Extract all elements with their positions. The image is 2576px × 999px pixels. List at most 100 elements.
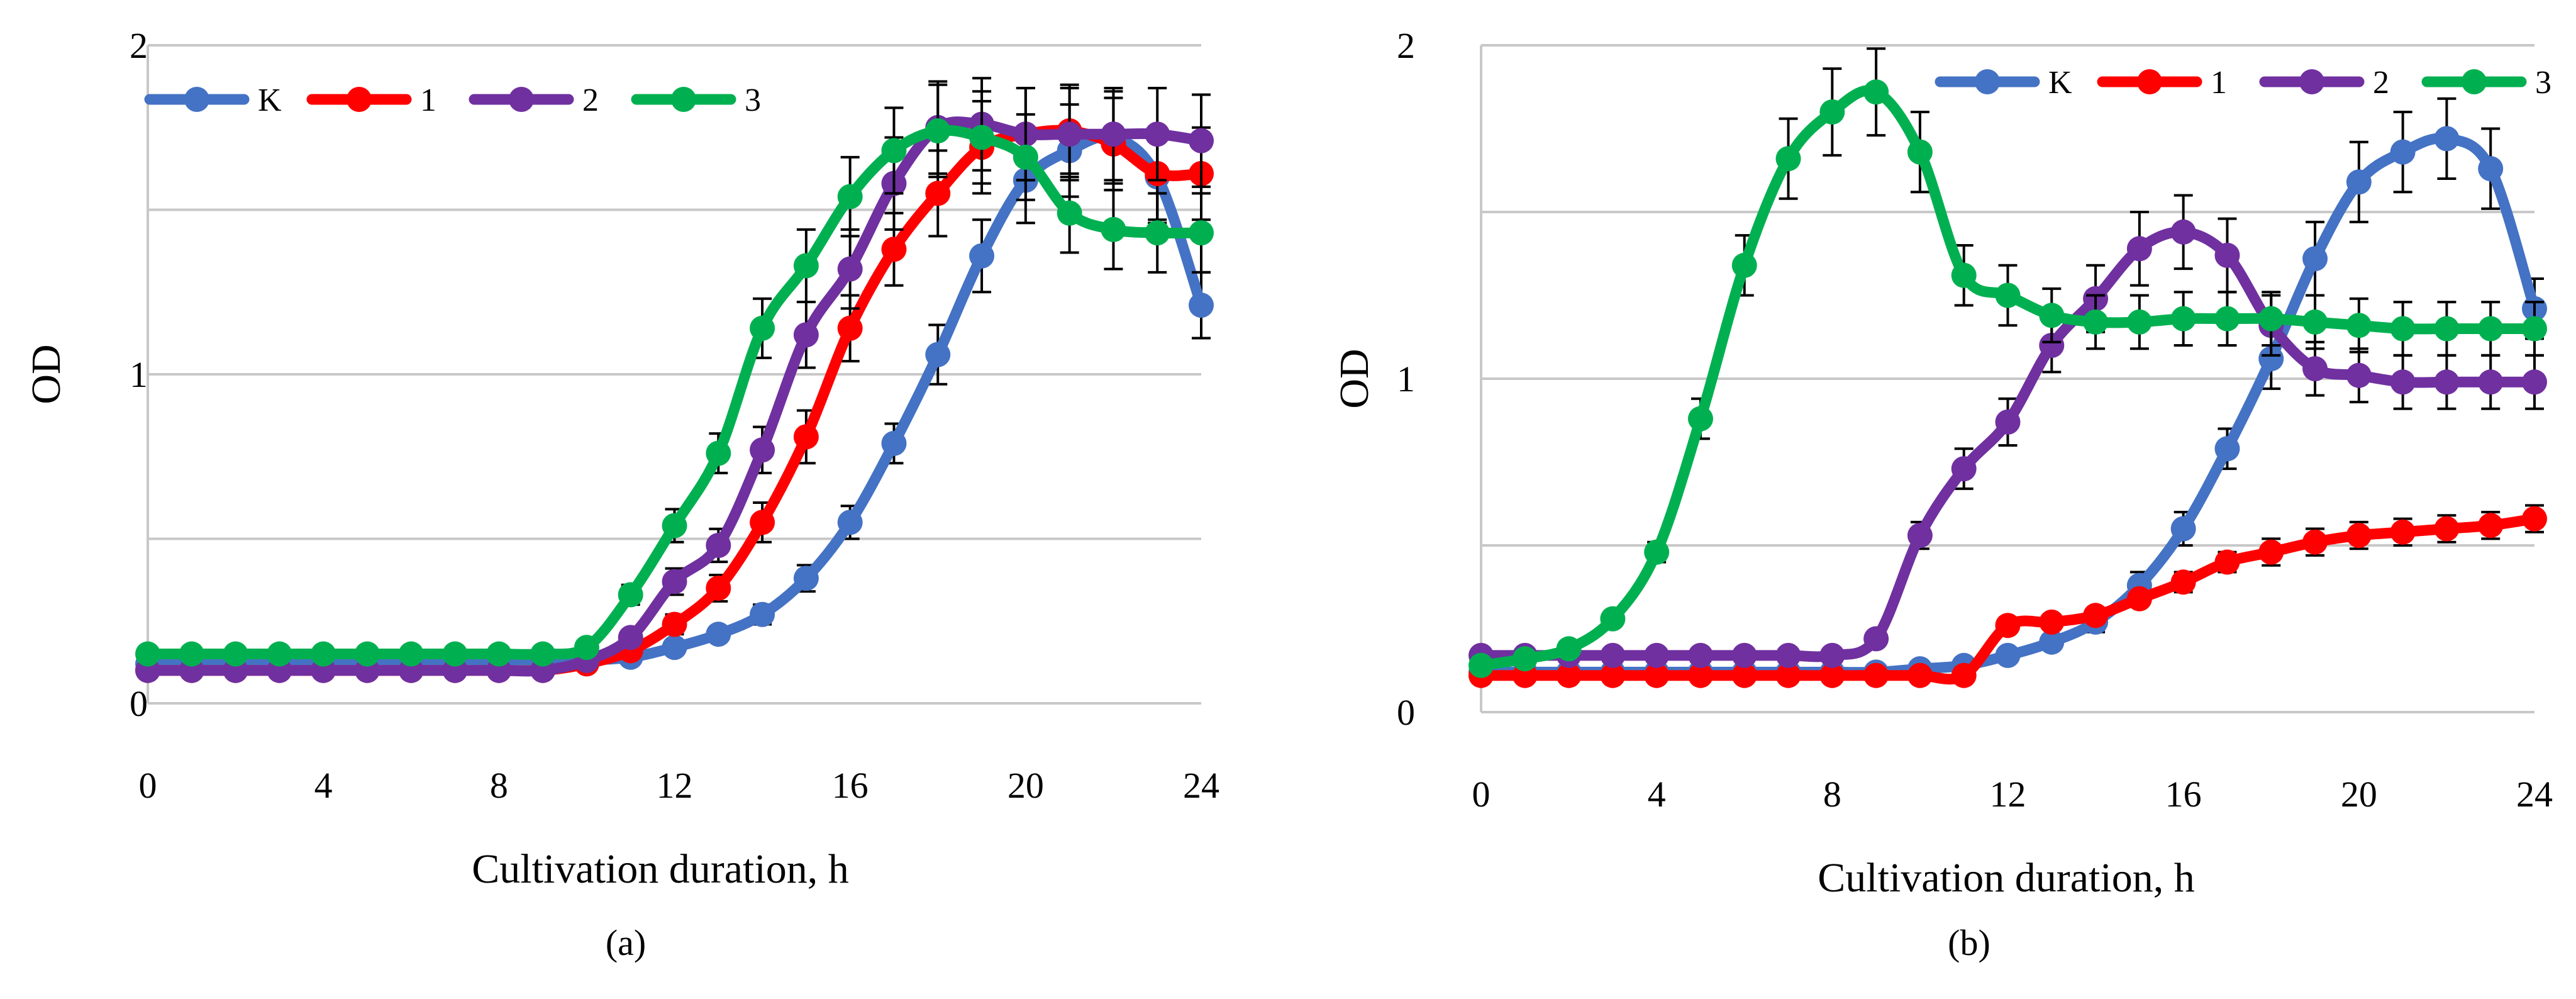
x-tick-label: 24: [2516, 774, 2553, 815]
data-point: [267, 641, 292, 667]
legend: K 1 2 3: [1935, 65, 2551, 101]
data-point: [1600, 642, 1626, 668]
data-point: [2126, 236, 2152, 262]
data-point: [925, 181, 951, 206]
data-point: [793, 322, 819, 348]
y-tick-label: 2: [130, 25, 148, 66]
data-point: [1863, 662, 1889, 688]
data-point: [2390, 369, 2416, 395]
x-tick-label: 4: [314, 765, 333, 806]
data-point: [662, 611, 687, 637]
legend-swatch-marker: [2462, 69, 2487, 94]
legend-swatch-marker: [509, 87, 534, 112]
data-point: [1145, 220, 1170, 246]
data-point: [925, 118, 951, 143]
legend-item-K: K: [144, 82, 282, 118]
data-point: [1101, 216, 1126, 242]
x-tick-label: 20: [2341, 774, 2377, 815]
data-point: [837, 510, 863, 535]
legend-label: 1: [2211, 65, 2227, 101]
data-point: [750, 510, 775, 535]
data-point: [354, 641, 380, 667]
data-point: [1995, 282, 2021, 308]
legend-item-K: K: [1935, 65, 2072, 101]
data-point: [706, 622, 731, 647]
data-point: [311, 641, 336, 667]
data-point: [530, 641, 556, 667]
data-point: [1189, 293, 1214, 318]
x-tick-label: 16: [2165, 774, 2202, 815]
data-point: [662, 569, 687, 594]
data-point: [1644, 539, 1670, 565]
legend: K 1 2 3: [144, 82, 761, 118]
data-point: [2039, 303, 2065, 328]
gridlines: [148, 44, 1201, 540]
data-point: [1731, 252, 1757, 278]
x-axis-title: Cultivation duration, h: [472, 846, 848, 892]
y-tick-label: 0: [1397, 692, 1415, 733]
data-point: [1600, 662, 1626, 688]
data-point: [2214, 242, 2240, 268]
legend-swatch-marker: [347, 87, 372, 112]
data-point: [1907, 662, 1933, 688]
data-point: [2434, 369, 2460, 395]
data-point: [135, 641, 160, 667]
data-point: [750, 437, 775, 463]
x-axis-title: Cultivation duration, h: [1818, 855, 2194, 901]
data-point: [442, 641, 468, 667]
x-tick-label: 8: [490, 765, 508, 806]
data-point: [1600, 606, 1626, 632]
x-tick-label: 20: [1008, 765, 1044, 806]
data-point: [2214, 549, 2240, 575]
data-point: [706, 532, 731, 558]
data-point: [1907, 523, 1933, 549]
data-point: [881, 138, 907, 164]
data-point: [1775, 146, 1801, 172]
data-point: [2390, 139, 2416, 165]
data-point: [2214, 306, 2240, 332]
x-tick-label: 24: [1183, 765, 1219, 806]
data-point: [1819, 99, 1845, 125]
data-point: [2478, 513, 2504, 539]
legend-label: K: [258, 82, 282, 118]
y-tick-label: 2: [1397, 25, 1415, 66]
data-point: [2083, 309, 2109, 335]
data-point: [2522, 316, 2547, 342]
series-2: [1468, 194, 2547, 668]
y-axis-title: OD: [23, 344, 69, 404]
data-point: [1687, 406, 1713, 432]
data-point: [2170, 516, 2196, 542]
data-point: [793, 424, 819, 450]
data-point: [1468, 652, 1494, 678]
x-tick-label: 0: [1472, 774, 1491, 815]
data-point: [618, 625, 643, 650]
data-point: [2039, 609, 2065, 635]
y-tick-label: 1: [130, 354, 148, 395]
data-point: [2390, 519, 2416, 545]
data-point: [1951, 662, 1977, 688]
data-point: [2170, 306, 2196, 332]
data-point: [1644, 662, 1670, 688]
data-point: [2083, 603, 2109, 628]
x-tick-label: 12: [657, 765, 693, 806]
legend-label: 3: [2535, 65, 2551, 101]
data-point: [2302, 309, 2328, 335]
legend-swatch-marker: [671, 87, 696, 112]
data-point: [618, 582, 643, 608]
data-point: [2126, 309, 2152, 335]
series-1: [1468, 504, 2547, 688]
data-point: [1951, 456, 1977, 482]
legend-label: 1: [420, 82, 436, 118]
legend-swatch-marker: [184, 87, 209, 112]
data-point: [2302, 356, 2328, 382]
data-point: [750, 315, 775, 341]
data-point: [1995, 613, 2021, 639]
data-point: [2434, 126, 2460, 152]
data-point: [662, 513, 687, 539]
data-point: [1819, 642, 1845, 668]
legend-swatch-marker: [1975, 69, 2000, 94]
data-point: [969, 243, 995, 269]
series-3: [1468, 47, 2547, 678]
